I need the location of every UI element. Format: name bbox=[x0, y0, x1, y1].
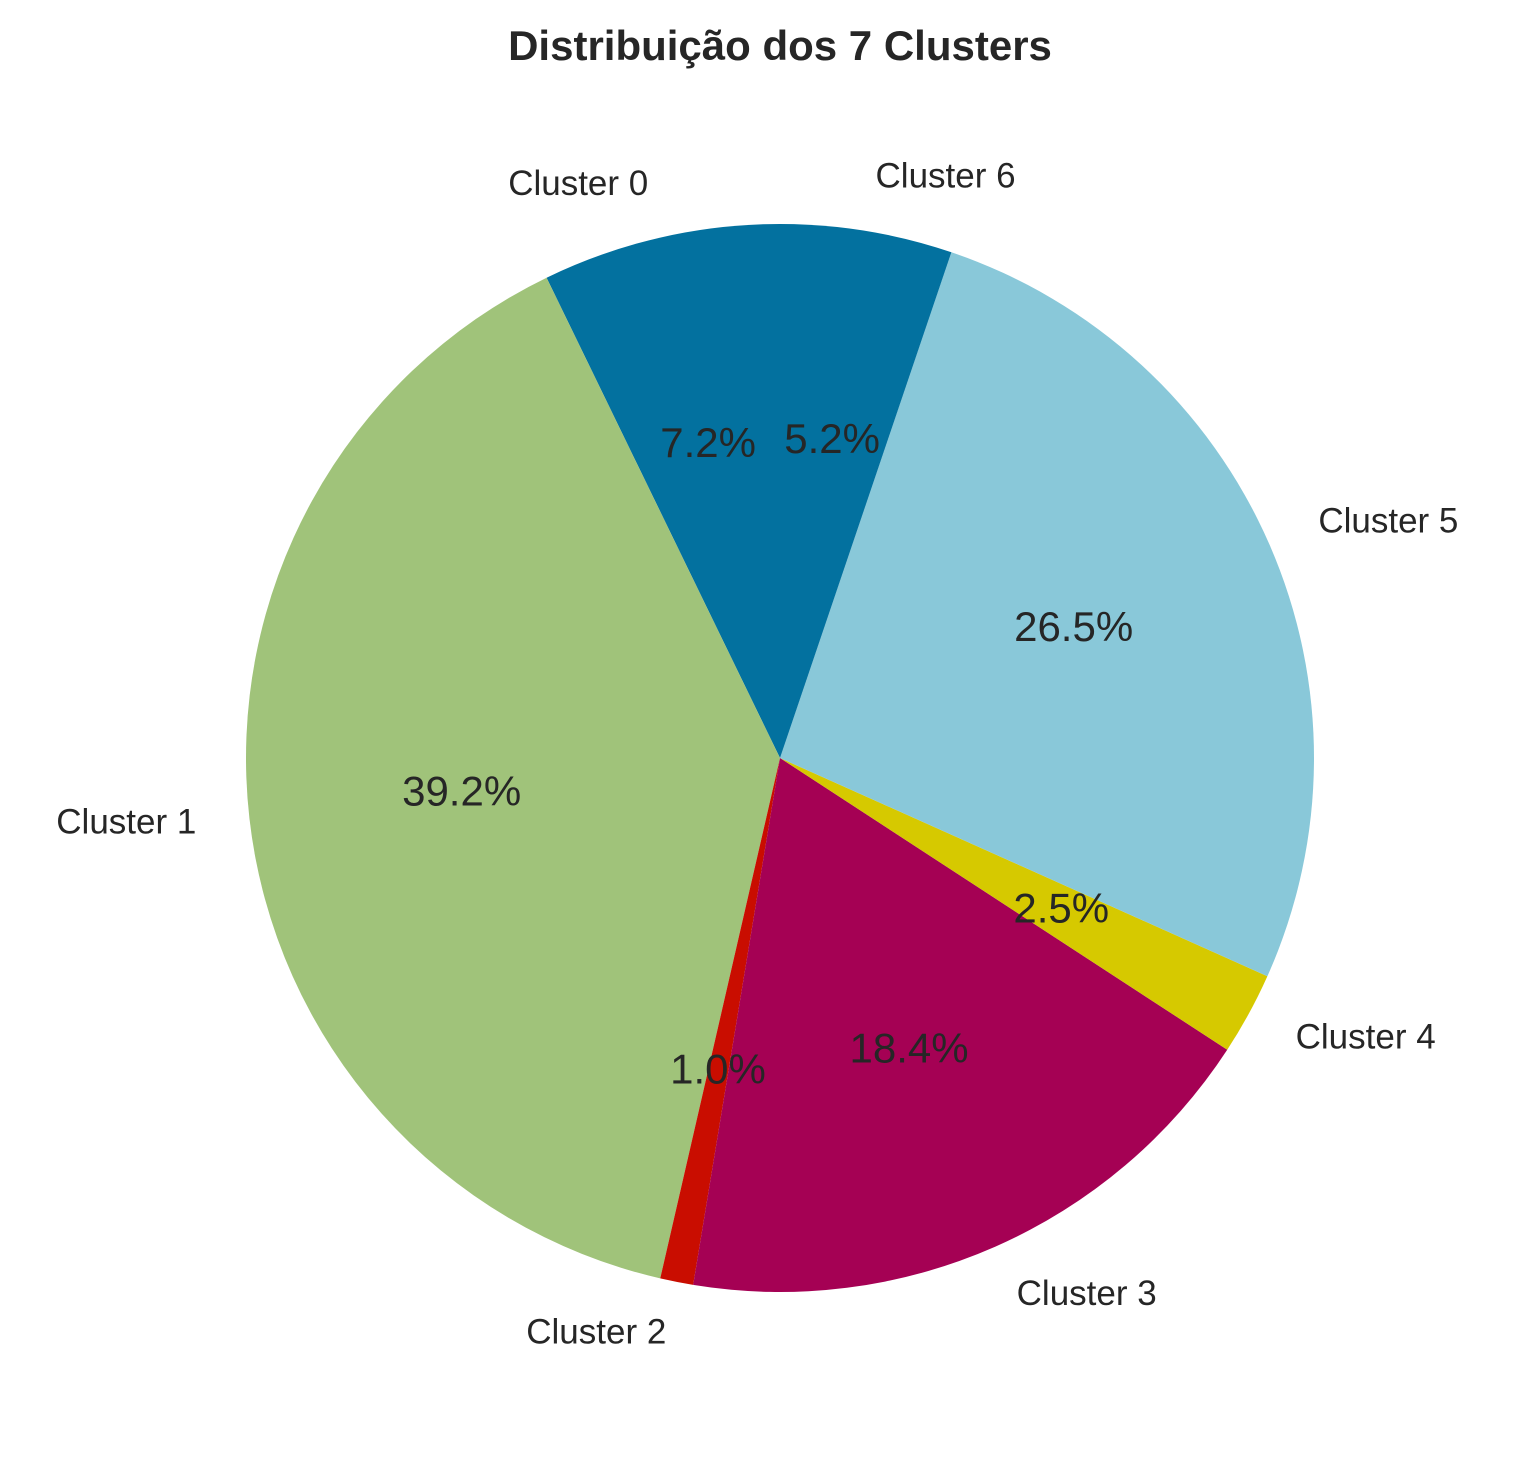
pie-slice-3 bbox=[693, 758, 1228, 1292]
pie-slices bbox=[245, 224, 1315, 1292]
slice-label-4: Cluster 4 bbox=[1296, 1018, 1436, 1057]
pie-slice-5 bbox=[780, 252, 1315, 977]
slice-label-1: Cluster 1 bbox=[56, 803, 196, 842]
pie-slice-0 bbox=[546, 224, 780, 758]
slice-label-0: Cluster 0 bbox=[508, 164, 648, 203]
pie-slice-6 bbox=[780, 224, 952, 758]
percent-label-5: 26.5% bbox=[1014, 603, 1133, 650]
slice-label-3: Cluster 3 bbox=[1017, 1274, 1157, 1313]
slice-label-5: Cluster 5 bbox=[1318, 501, 1458, 540]
slice-labels: Cluster 0 Cluster 1 Cluster 2 Cluster 3 Clus… bbox=[56, 157, 1458, 1352]
percent-label-4: 2.5% bbox=[1013, 885, 1109, 932]
slice-label-2: Cluster 2 bbox=[526, 1313, 666, 1352]
percent-label-6: 5.2% bbox=[784, 415, 880, 462]
percent-label-3: 18.4% bbox=[850, 1024, 969, 1071]
slice-label-6: Cluster 6 bbox=[876, 157, 1016, 196]
chart-title: Distribuição dos 7 Clusters bbox=[508, 22, 1052, 69]
percent-label-0: 7.2% bbox=[660, 419, 756, 466]
pie-slice-1 bbox=[245, 277, 780, 1279]
pie-slice-4 bbox=[780, 758, 1268, 1050]
percent-labels: 7.2% 39.2% 1.0% 18.4% 2.5% 26.5% 5.2% bbox=[402, 415, 1133, 1092]
percent-label-1: 39.2% bbox=[402, 767, 521, 814]
pie-slice-2 bbox=[660, 758, 780, 1285]
percent-label-2: 1.0% bbox=[670, 1045, 766, 1092]
